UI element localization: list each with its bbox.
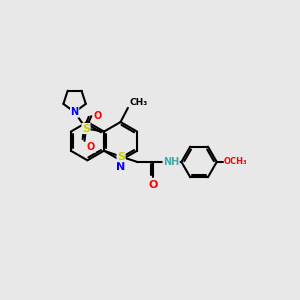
Text: O: O xyxy=(94,111,102,121)
Text: S: S xyxy=(82,124,90,134)
Text: NH: NH xyxy=(163,157,179,167)
Text: N: N xyxy=(70,107,79,117)
Text: N: N xyxy=(70,107,79,117)
Text: O: O xyxy=(149,180,158,190)
Text: S: S xyxy=(117,152,125,162)
Text: CH₃: CH₃ xyxy=(129,98,148,107)
Text: OCH₃: OCH₃ xyxy=(224,158,248,166)
Text: N: N xyxy=(116,162,125,172)
Text: O: O xyxy=(87,142,95,152)
